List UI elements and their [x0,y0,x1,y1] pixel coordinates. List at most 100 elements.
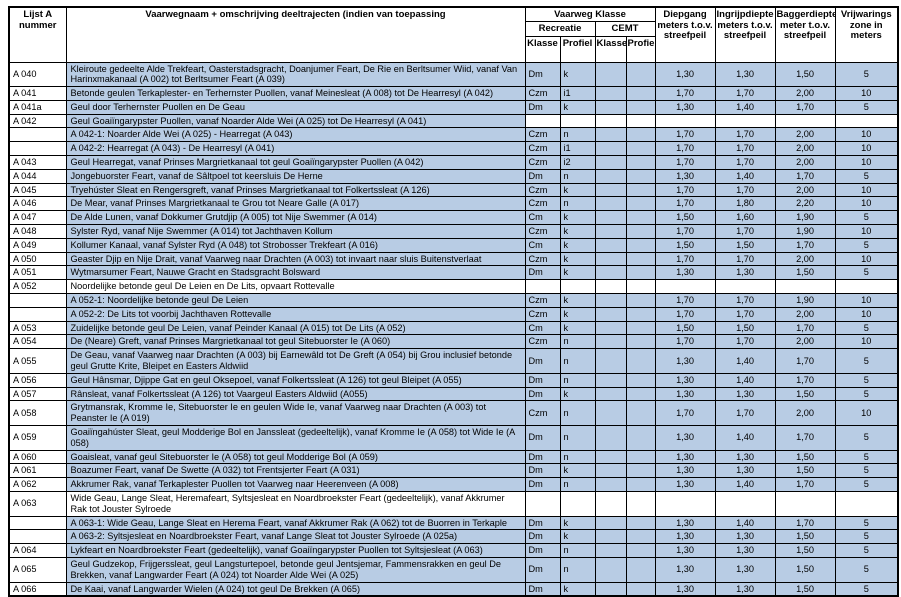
cemt-klasse-cell [594,543,627,558]
baggerdiepte-cell: 1,50 [774,543,836,558]
diepgang-cell: 1,30 [654,61,716,88]
column-header-cemt-klasse: Klasse [594,35,627,63]
recreatie-klasse-cell: Czm [524,334,561,350]
baggerdiepte-cell: 2,00 [774,155,836,170]
recreatie-profiel-cell: k [559,463,596,479]
recreatie-klasse-cell: Dm [524,556,561,583]
cemt-klasse-cell [594,386,627,402]
diepgang-cell [654,113,716,129]
column-header-ingrijpdiepte: Ingrijpdiepte meters t.o.v. streefpeil [714,6,776,63]
cemt-klasse-cell [594,491,627,517]
vrijwaringszone-cell: 10 [834,196,899,212]
column-header-recreatie-profiel: Profiel [559,35,596,63]
row-number-cell: A 059 [8,425,67,451]
row-number-cell [8,293,67,308]
row-number-cell: A 061 [8,463,67,479]
recreatie-klasse-cell: Dm [524,543,561,558]
recreatie-profiel-cell: k [559,61,596,88]
description-cell: Kleiroute gedeelte Alde Trekfeart, Oaste… [65,61,526,88]
baggerdiepte-cell: 1,70 [774,515,836,531]
ingrijpdiepte-cell: 1,30 [714,556,776,583]
cemt-klasse-cell [594,515,627,531]
row-number-cell: A 064 [8,543,67,558]
recreatie-klasse-cell: Czm [524,224,561,239]
recreatie-profiel-cell: k [559,210,596,226]
description-cell: Wide Geau, Lange Sleat, Heremafeart, Syl… [65,491,526,517]
baggerdiepte-cell: 2,00 [774,400,836,427]
cemt-klasse-cell [594,293,627,308]
ingrijpdiepte-cell: 1,30 [714,529,776,545]
cemt-klasse-cell [594,529,627,545]
ingrijpdiepte-cell [714,113,776,129]
baggerdiepte-cell: 1,50 [774,529,836,545]
cemt-klasse-cell [594,279,627,295]
description-cell: A 052-1: Noordelijke betonde geul De Lei… [65,293,526,308]
cemt-profiel-cell [625,400,656,427]
cemt-profiel-cell [625,348,656,374]
vrijwaringszone-cell: 10 [834,400,899,427]
cemt-profiel-cell [625,477,656,492]
recreatie-profiel-cell: n [559,348,596,374]
row-number-cell: A 043 [8,155,67,170]
recreatie-klasse-cell: Dm [524,581,561,597]
ingrijpdiepte-cell: 1,70 [714,306,776,322]
table-row: A 051 Wytmarsumer Feart, Nauwe Gracht en … [8,265,899,281]
vrijwaringszone-cell: 5 [834,210,899,226]
baggerdiepte-cell: 1,70 [774,99,836,115]
table-row: A 040 Kleiroute gedeelte Alde Trekfeart, … [8,61,899,88]
cemt-klasse-cell [594,348,627,374]
recreatie-profiel-cell: k [559,581,596,597]
description-cell: Betonde geulen Terkaplester- en Terherns… [65,86,526,101]
baggerdiepte-cell: 2,00 [774,251,836,267]
baggerdiepte-cell: 1,70 [774,425,836,451]
cemt-klasse-cell [594,155,627,170]
diepgang-cell: 1,30 [654,372,716,388]
vrijwaringszone-cell: 5 [834,99,899,115]
vrijwaringszone-cell [834,279,899,295]
diepgang-cell: 1,30 [654,529,716,545]
cemt-profiel-cell [625,556,656,583]
vrijwaringszone-cell: 5 [834,529,899,545]
table-row: A 047 De Alde Lunen, vanaf Dokkumer Grutd… [8,210,899,226]
table-row: A 063 Wide Geau, Lange Sleat, Heremafeart… [8,491,899,517]
row-number-cell: A 053 [8,320,67,336]
diepgang-cell: 1,30 [654,386,716,402]
ingrijpdiepte-cell: 1,70 [714,293,776,308]
ingrijpdiepte-cell: 1,40 [714,99,776,115]
recreatie-klasse-cell: Dm [524,529,561,545]
vrijwaringszone-cell: 5 [834,449,899,465]
ingrijpdiepte-cell: 1,30 [714,265,776,281]
column-header-lijst-a-nummer: Lijst A nummer [8,6,67,63]
diepgang-cell: 1,30 [654,99,716,115]
table-header: Lijst A nummer Vaarwegnaam + omschrijvin… [8,6,899,63]
cemt-profiel-cell [625,293,656,308]
ingrijpdiepte-cell: 1,70 [714,127,776,143]
description-cell: Noordelijke betonde geul De Leien en De … [65,279,526,295]
diepgang-cell: 1,30 [654,168,716,184]
recreatie-klasse-cell: Czm [524,182,561,198]
recreatie-profiel-cell: k [559,306,596,322]
column-header-cemt: CEMT [594,20,656,37]
cemt-klasse-cell [594,306,627,322]
recreatie-klasse-cell: Czm [524,86,561,101]
column-header-diepgang: Diepgang meters t.o.v. streefpeil [654,6,716,63]
cemt-klasse-cell [594,265,627,281]
baggerdiepte-cell: 1,50 [774,61,836,88]
ingrijpdiepte-cell: 1,50 [714,237,776,253]
ingrijpdiepte-cell: 1,40 [714,348,776,374]
baggerdiepte-cell: 2,00 [774,334,836,350]
diepgang-cell: 1,30 [654,515,716,531]
diepgang-cell: 1,70 [654,224,716,239]
cemt-profiel-cell [625,372,656,388]
table-row: A 055 De Geau, vanaf Vaarweg naar Drachte… [8,348,899,374]
cemt-profiel-cell [625,141,656,157]
row-number-cell [8,515,67,531]
row-number-cell [8,529,67,545]
recreatie-klasse-cell: Czm [524,293,561,308]
vrijwaringszone-cell: 10 [834,182,899,198]
diepgang-cell: 1,30 [654,543,716,558]
row-number-cell: A 050 [8,251,67,267]
cemt-profiel-cell [625,425,656,451]
cemt-klasse-cell [594,556,627,583]
recreatie-profiel-cell: k [559,293,596,308]
